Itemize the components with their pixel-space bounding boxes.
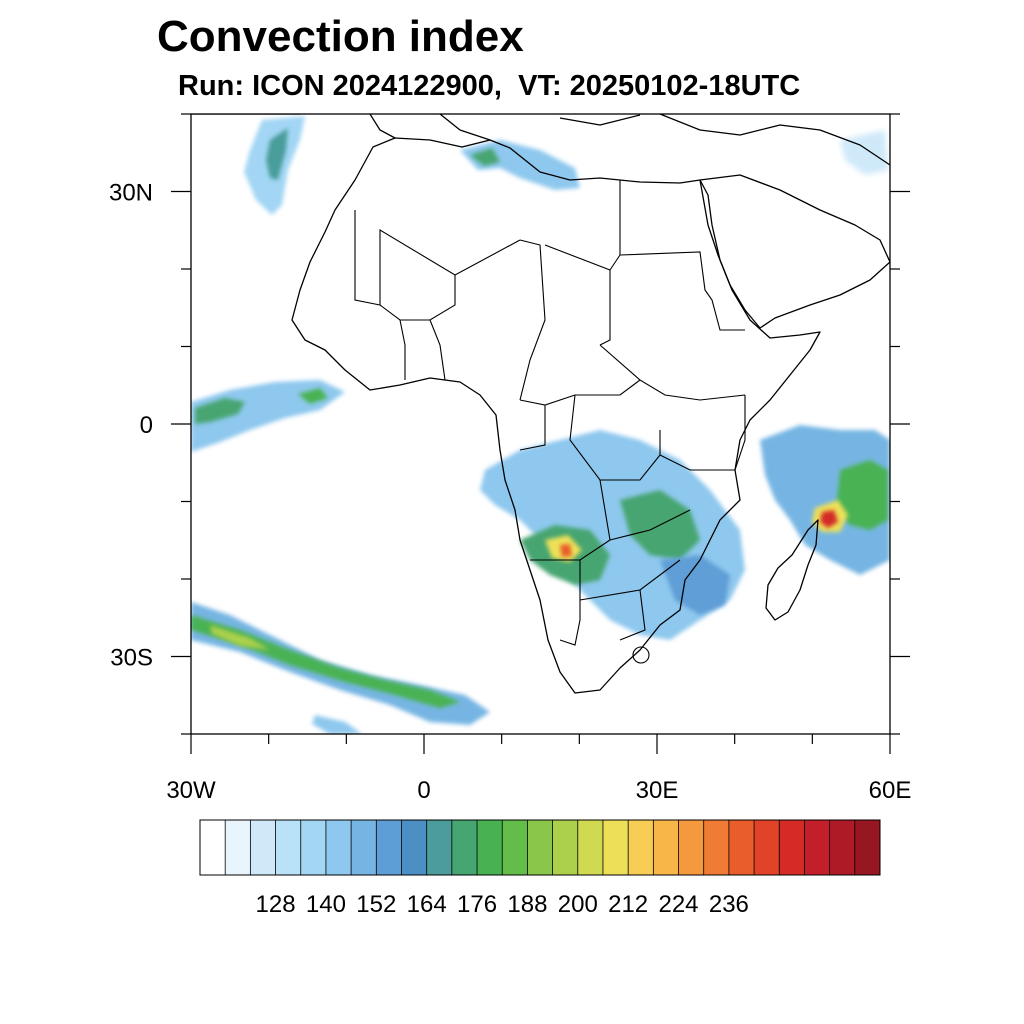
- colorbar-swatch: [225, 820, 251, 875]
- arabia-coastline: [699, 174, 890, 329]
- colorbar-tick-label: 152: [356, 891, 396, 918]
- colorbar-swatch: [275, 820, 302, 875]
- chart-subtitle: Run: ICON 2024122900, VT: 20250102-18UTC: [178, 70, 801, 102]
- field-region-cyclone-outer: [760, 425, 890, 575]
- field-region-arabia: [840, 130, 888, 175]
- colorbar-tick-label: 140: [306, 891, 346, 918]
- colorbar-swatch: [653, 820, 680, 875]
- colorbar-swatch: [728, 820, 755, 875]
- colorbar-swatch: [200, 820, 226, 875]
- colorbar-tick-label: 128: [256, 891, 296, 918]
- africa-coastline: [291, 137, 821, 694]
- field-region-angola-hotspot: [560, 544, 572, 557]
- axis-labels: 30N 0 30S 30W 0 30E 60E: [109, 180, 911, 805]
- lon-label: 60E: [869, 777, 912, 804]
- field-region-cyclone-eye: [820, 510, 838, 528]
- field-region-cyclone-band: [835, 460, 888, 530]
- colorbar-swatch: [426, 820, 453, 875]
- colorbar-swatch: [678, 820, 705, 875]
- coastlines: [191, 114, 890, 694]
- field-region-mozambique: [660, 555, 730, 615]
- colorbar-tick-label: 200: [558, 891, 598, 918]
- lon-label: 0: [417, 777, 430, 804]
- lake-feature: [632, 646, 650, 664]
- colorbar-swatch: [804, 820, 831, 875]
- plot-frame: [190, 113, 891, 735]
- madagascar-coastline: [765, 519, 819, 621]
- field-region-north-atlantic-core: [266, 128, 288, 180]
- colorbar-swatch: [527, 820, 554, 875]
- colorbar-swatch: [250, 820, 277, 875]
- convection-field: [191, 116, 890, 734]
- field-region-equatorial-atlantic-core-2: [298, 388, 328, 404]
- colorbar-swatch: [552, 820, 579, 875]
- colorbar: 128 140 152 164 176 188 200 212 224 236: [199, 819, 881, 918]
- europe-coastline: [191, 114, 890, 166]
- axis-ticks: [171, 113, 910, 754]
- colorbar-swatch: [602, 820, 629, 875]
- colorbar-swatch: [351, 820, 377, 875]
- colorbar-swatch: [477, 820, 503, 875]
- colorbar-swatch: [300, 820, 327, 875]
- colorbar-swatch: [451, 820, 478, 875]
- lat-label: 30N: [109, 180, 153, 207]
- colorbar-swatch: [577, 820, 604, 875]
- lon-label: 30W: [166, 777, 216, 804]
- field-region-mediterranean: [460, 140, 580, 190]
- colorbar-swatch: [502, 820, 528, 875]
- colorbar-tick-label: 176: [457, 891, 497, 918]
- lat-label: 30S: [110, 645, 153, 672]
- colorbar-swatch: [325, 820, 352, 875]
- field-region-mediterranean-core: [470, 148, 500, 166]
- colorbar-swatch: [628, 820, 654, 875]
- field-region-south-atlantic-hot: [210, 625, 270, 650]
- field-region-south-atlantic-core: [191, 615, 460, 708]
- lon-label: 30E: [636, 777, 679, 804]
- colorbar-swatch: [779, 820, 805, 875]
- lat-label: 0: [140, 412, 153, 439]
- field-region-south-atlantic-band: [191, 602, 490, 725]
- field-region-south-tail: [312, 715, 362, 734]
- colorbar-frame: [199, 819, 881, 876]
- colorbar-tick-label: 212: [608, 891, 648, 918]
- border-lines: [354, 180, 746, 646]
- colorbar-swatch: [376, 820, 402, 875]
- colorbar-swatch: [401, 820, 428, 875]
- colorbar-swatch: [854, 820, 881, 875]
- colorbar-swatch: [703, 820, 730, 875]
- colorbar-tick-label: 224: [658, 891, 698, 918]
- colorbar-swatch: [829, 820, 856, 875]
- colorbar-tick-label: 188: [507, 891, 547, 918]
- colorbar-swatch: [754, 820, 780, 875]
- field-region-equatorial-atlantic-core: [195, 398, 245, 424]
- chart-title: Convection index: [157, 12, 524, 61]
- colorbar-tick-label: 236: [709, 891, 749, 918]
- country-borders: [354, 180, 746, 664]
- colorbar-tick-label: 164: [407, 891, 447, 918]
